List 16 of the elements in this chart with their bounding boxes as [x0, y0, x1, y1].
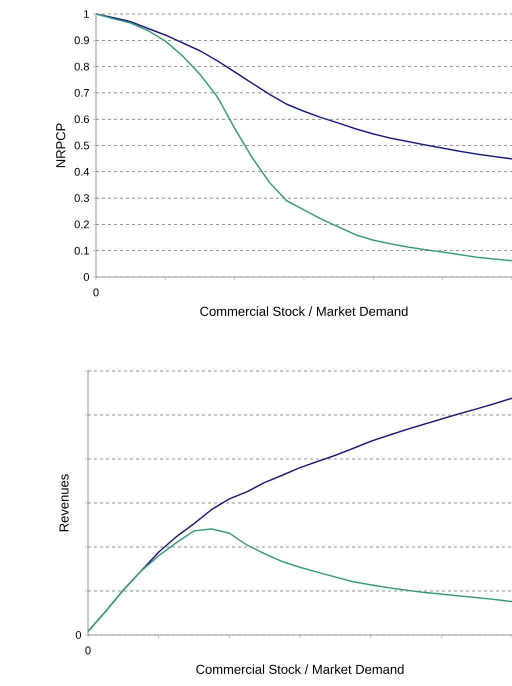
y-tick-label: 0.3	[74, 194, 89, 202]
y-axis-title: Revenues	[60, 474, 69, 532]
text: 0	[93, 288, 99, 296]
y-tick-label: 1	[84, 10, 89, 18]
y-tick-label: 0.4	[74, 168, 90, 176]
y-tick-label: 0.8	[74, 62, 89, 70]
y-tick-label: 0.5	[74, 142, 89, 150]
y-tick-label: 0.1	[74, 246, 89, 255]
y-tick-label: 0.7	[74, 89, 89, 97]
x-axis-title: Commercial Stock / Market Demand	[196, 664, 404, 674]
x-axis-title: Commercial Stock / Market Demand	[200, 306, 408, 316]
y-tick-label: 0.9	[74, 36, 89, 44]
y-tick-label: 0.6	[74, 115, 89, 124]
y-tick-label: 0	[84, 273, 90, 281]
y-tick-label: 0.2	[74, 220, 89, 228]
y-axis-title: NRPCP	[56, 123, 66, 168]
